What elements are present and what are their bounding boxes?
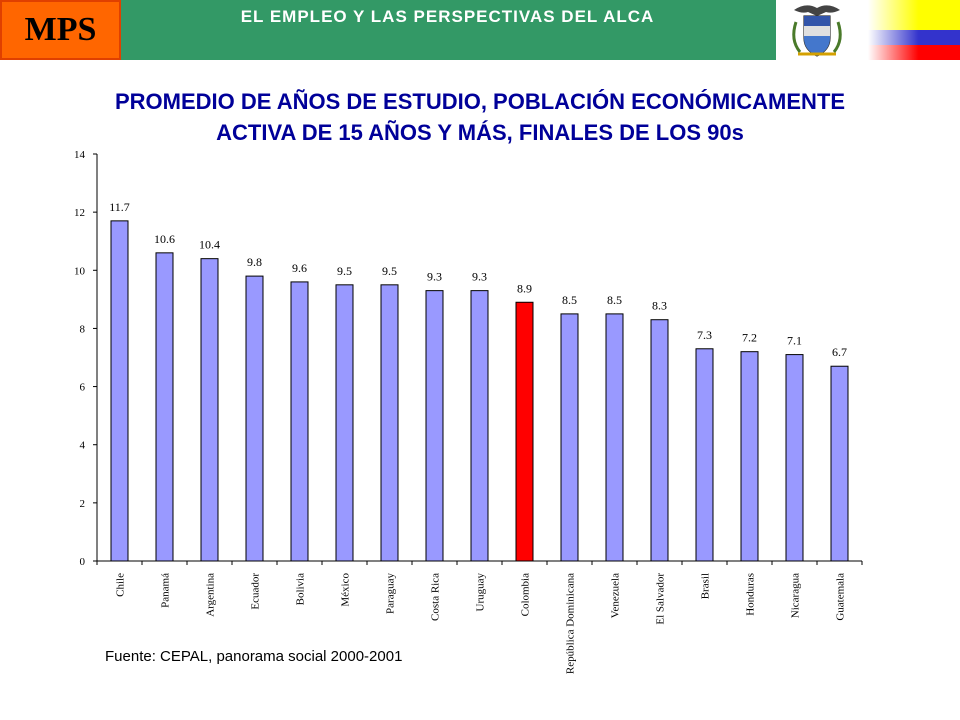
- source-note: Fuente: CEPAL, panorama social 2000-2001: [105, 648, 403, 665]
- bar: [335, 284, 354, 562]
- data-label: 9.8: [247, 255, 262, 269]
- data-label: 7.2: [742, 331, 757, 345]
- bar: [470, 290, 489, 562]
- mps-logo: MPS: [0, 0, 121, 60]
- y-tick-label: 8: [80, 323, 86, 335]
- category-label: México: [340, 573, 352, 607]
- category-label: Panamá: [160, 573, 172, 608]
- category-label: Costa Rica: [430, 573, 442, 621]
- category-label: Uruguay: [475, 573, 487, 612]
- bar: [785, 354, 804, 562]
- data-label: 8.5: [607, 293, 622, 307]
- colombia-coat-of-arms-icon: [792, 5, 842, 57]
- bar: [560, 313, 579, 562]
- category-label: Argentina: [205, 573, 217, 617]
- header-bar: [0, 0, 776, 60]
- category-label: Bolivia: [295, 573, 307, 606]
- bar: [245, 275, 264, 562]
- category-label: Paraguay: [385, 573, 397, 614]
- bar: [290, 281, 309, 562]
- category-label: Nicaragua: [790, 573, 802, 618]
- data-label: 11.7: [109, 200, 130, 214]
- bar-highlight: [515, 301, 534, 562]
- data-label: 8.9: [517, 281, 532, 295]
- data-label: 8.3: [652, 299, 667, 313]
- y-tick-label: 6: [80, 382, 86, 394]
- category-label: Colombia: [520, 573, 532, 617]
- data-label: 9.6: [292, 261, 307, 275]
- y-tick-label: 10: [74, 265, 86, 277]
- data-label: 8.5: [562, 293, 577, 307]
- bar: [830, 365, 849, 562]
- bar: [110, 220, 129, 562]
- data-label: 10.6: [154, 232, 175, 246]
- category-label: República Dominicana: [565, 573, 577, 674]
- bar: [650, 319, 669, 562]
- data-label: 9.5: [382, 264, 397, 278]
- chart-title-line-2: ACTIVA DE 15 AÑOS Y MÁS, FINALES DE LOS …: [216, 120, 744, 145]
- category-label: Guatemala: [835, 573, 847, 621]
- data-label: 10.4: [199, 238, 220, 252]
- bar: [740, 351, 759, 562]
- chart-title-line-1: PROMEDIO DE AÑOS DE ESTUDIO, POBLACIÓN E…: [114, 89, 846, 114]
- data-label: 6.7: [832, 345, 847, 359]
- data-label: 9.3: [427, 270, 442, 284]
- bar: [695, 348, 714, 562]
- data-label: 9.5: [337, 264, 352, 278]
- chart-title: PROMEDIO DE AÑOS DE ESTUDIO, POBLACIÓN E…: [0, 86, 960, 148]
- y-tick-label: 0: [80, 556, 86, 568]
- data-label: 9.3: [472, 270, 487, 284]
- bar: [425, 290, 444, 562]
- data-label: 7.1: [787, 334, 802, 348]
- category-label: Ecuador: [250, 573, 262, 610]
- bar: [605, 313, 624, 562]
- header-title: EL EMPLEO Y LAS PERSPECTIVAS DEL ALCA: [240, 7, 655, 26]
- bar: [155, 252, 174, 562]
- colombia-flag-icon: [868, 0, 960, 60]
- category-label: Venezuela: [610, 573, 622, 618]
- y-tick-label: 2: [80, 498, 86, 510]
- category-label: El Salvador: [655, 573, 667, 625]
- category-label: Brasil: [700, 573, 712, 599]
- y-tick-label: 14: [74, 149, 86, 161]
- bar: [380, 284, 399, 562]
- category-label: Chile: [115, 573, 127, 597]
- bar: [200, 258, 219, 562]
- y-tick-label: 12: [74, 207, 85, 219]
- data-label: 7.3: [697, 328, 712, 342]
- y-tick-label: 4: [80, 440, 86, 452]
- category-label: Honduras: [745, 573, 757, 616]
